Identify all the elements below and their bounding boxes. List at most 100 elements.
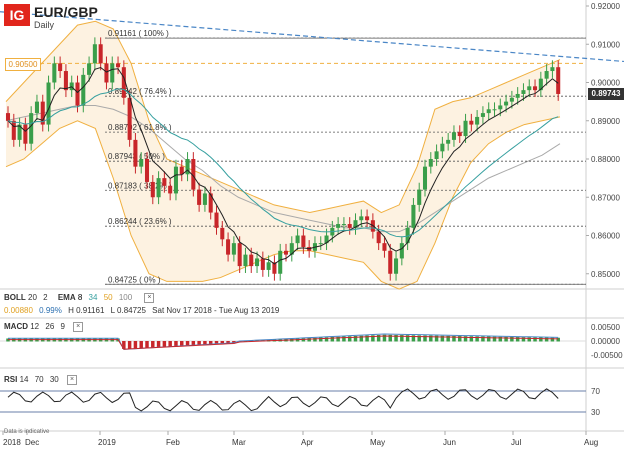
macd-bar (324, 337, 329, 342)
candle-body (249, 254, 254, 267)
macd-bar (122, 341, 126, 349)
macd-bar (6, 338, 10, 342)
candle-body (498, 105, 503, 110)
candle-body (486, 109, 491, 114)
bollinger-fill (6, 21, 560, 290)
y-tick-label: 0.89000 (591, 117, 620, 126)
candle-body (440, 143, 445, 152)
macd-bar (492, 336, 497, 342)
macd-bar (249, 340, 253, 342)
candle-body (544, 71, 549, 79)
candle-body (527, 86, 532, 91)
candle-body (208, 193, 213, 213)
macd-legend[interactable]: MACD 12 26 9 × (4, 322, 87, 332)
ema-34-line (7, 88, 559, 238)
macd-bar (127, 341, 132, 349)
candle-body (341, 224, 346, 226)
candle-body (324, 235, 329, 244)
macd-bar (434, 335, 439, 342)
boll-label[interactable]: BOLL 20 2 (4, 293, 48, 303)
candle-body (162, 178, 167, 186)
macd-bar (463, 336, 468, 342)
macd-bar (400, 335, 404, 342)
level-tag: 0.90500 (5, 58, 41, 71)
candle-body (144, 159, 150, 182)
candle-body (272, 262, 277, 274)
macd-bar (342, 336, 346, 342)
y-tick-label: 0.85000 (591, 270, 620, 279)
candle-body (220, 227, 225, 240)
info-row: 0.00880 0.99% H 0.91161 L 0.84725 Sat No… (4, 306, 280, 315)
macd-bar (319, 337, 323, 342)
fib-label: 0.91161 ( 100% ) (108, 29, 169, 38)
macd-bar (405, 335, 410, 342)
macd-bar (347, 336, 352, 342)
candle-body (336, 224, 341, 228)
macd-bar (556, 337, 560, 342)
close-icon[interactable]: × (67, 375, 77, 385)
macd-bar (139, 341, 143, 349)
ema-label[interactable]: EMA 8 34 50 100 (57, 293, 133, 303)
macd-bar (510, 336, 514, 342)
y-tick-label: 0.91000 (591, 40, 620, 49)
candle-body (168, 185, 173, 194)
macd-bar (446, 335, 450, 342)
x-tick-label: Jul (511, 438, 521, 447)
macd-bar (307, 338, 311, 342)
candle-body (179, 166, 184, 175)
candle-body (40, 101, 45, 125)
macd-bar (168, 341, 172, 347)
macd-bar (191, 341, 196, 346)
macd-bar (232, 341, 236, 344)
candle-body (231, 243, 236, 255)
macd-bar (539, 337, 543, 342)
candle-body (173, 166, 178, 194)
macd-bar (226, 341, 230, 344)
y-tick-label: 0.88000 (591, 155, 620, 164)
close-icon[interactable]: × (73, 322, 84, 332)
candle-body (243, 254, 248, 267)
candle-body (446, 139, 451, 144)
candle-body (214, 212, 219, 228)
chart-period: Daily (34, 20, 55, 30)
macd-bar (533, 337, 537, 342)
candle-body (394, 258, 399, 274)
macd-bar (197, 341, 201, 345)
macd-bar (394, 334, 398, 342)
candle-body (469, 120, 474, 125)
candle-body (139, 159, 144, 167)
macd-signal-line (8, 335, 559, 350)
candle-body (463, 120, 468, 137)
trend-line (0, 11, 624, 63)
candle-body (191, 159, 196, 190)
candle-body (260, 258, 265, 270)
candle-body (197, 189, 202, 205)
candle-body (515, 93, 520, 98)
candle-body (116, 63, 121, 68)
macd-bar (359, 335, 364, 342)
macd-bar (417, 335, 421, 342)
macd-bar (498, 336, 503, 342)
macd-y-tick: -0.00500 (591, 351, 623, 360)
candle-body (399, 243, 404, 259)
macd-bar (481, 336, 485, 342)
candle-body (388, 250, 393, 274)
current-price-tag: 0.89743 (588, 88, 624, 100)
bollinger-lower (5, 116, 561, 290)
candle-body (278, 250, 283, 274)
candle-body (318, 243, 323, 245)
candle-body (127, 97, 132, 140)
candle-body (92, 44, 97, 64)
macd-bar (452, 335, 456, 342)
close-icon[interactable]: × (144, 293, 155, 303)
rsi-legend[interactable]: RSI 14 70 30 × (4, 375, 81, 385)
macd-y-tick: 0.00500 (591, 323, 620, 332)
candle-body (451, 132, 456, 140)
macd-bar (133, 341, 138, 349)
candle-body (5, 113, 11, 121)
y-tick-label: 0.92000 (591, 2, 620, 11)
y-tick-label: 0.87000 (591, 193, 620, 202)
macd-bar (156, 341, 161, 348)
candle-body (295, 235, 300, 244)
